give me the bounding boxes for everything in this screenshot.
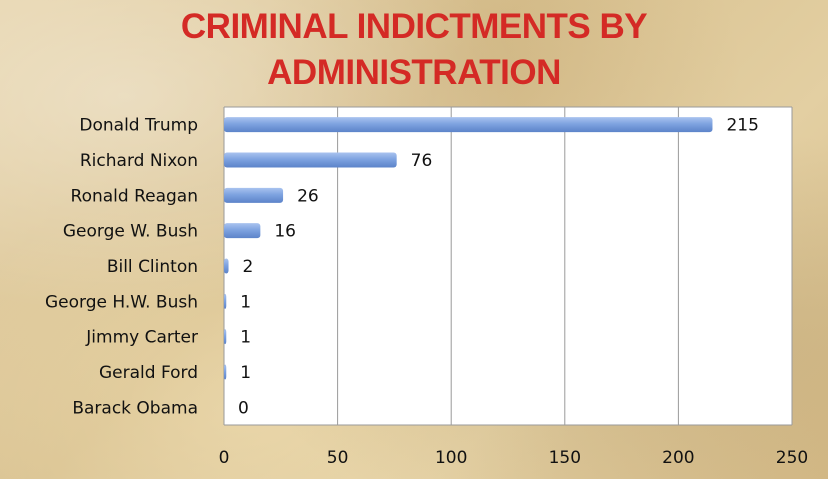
data-label: 26 [297, 186, 319, 206]
category-labels: Donald Trump Richard Nixon Ronald Reagan Ge… [45, 116, 198, 419]
category-label: George W. Bush [63, 222, 198, 242]
chart-title-line-2: Administration [267, 53, 561, 92]
x-tick-label: 150 [549, 448, 581, 468]
data-label: 1 [240, 292, 251, 312]
bar-george-w-bush [224, 223, 261, 239]
category-label: Ronald Reagan [71, 186, 198, 206]
x-tick-label: 200 [662, 448, 694, 468]
x-tick-label: 0 [219, 448, 230, 468]
bar-george-h-w-bush [224, 293, 227, 309]
bar-gerald-ford [224, 364, 227, 380]
x-tick-label: 50 [327, 448, 349, 468]
bar-richard-nixon [224, 152, 397, 168]
category-label: Donald Trump [79, 116, 198, 136]
data-label: 1 [240, 328, 251, 348]
data-label: 2 [243, 257, 254, 277]
bar-ronald-reagan [224, 187, 284, 203]
bars [224, 117, 713, 380]
x-tick-label: 250 [776, 448, 808, 468]
data-label: 1 [240, 363, 251, 383]
category-label: Bill Clinton [107, 257, 198, 277]
category-label: Gerald Ford [99, 363, 198, 383]
x-tick-label: 100 [435, 448, 467, 468]
chart-title-line-1: Criminal Indictments by [180, 7, 648, 46]
data-label: 215 [726, 116, 758, 136]
data-label: 76 [411, 151, 433, 171]
x-axis-ticks: 0 50 100 150 200 250 [219, 448, 809, 468]
bar-jimmy-carter [224, 329, 227, 345]
category-label: Barack Obama [72, 398, 198, 418]
data-label: 0 [238, 398, 249, 418]
category-label: George H.W. Bush [45, 292, 198, 312]
bar-donald-trump [224, 117, 713, 133]
category-label: Richard Nixon [80, 151, 198, 171]
category-label: Jimmy Carter [85, 328, 198, 348]
chart-title: Criminal Indictments by Administration [0, 4, 828, 96]
data-label: 16 [274, 222, 296, 242]
bar-bill-clinton [224, 258, 229, 274]
